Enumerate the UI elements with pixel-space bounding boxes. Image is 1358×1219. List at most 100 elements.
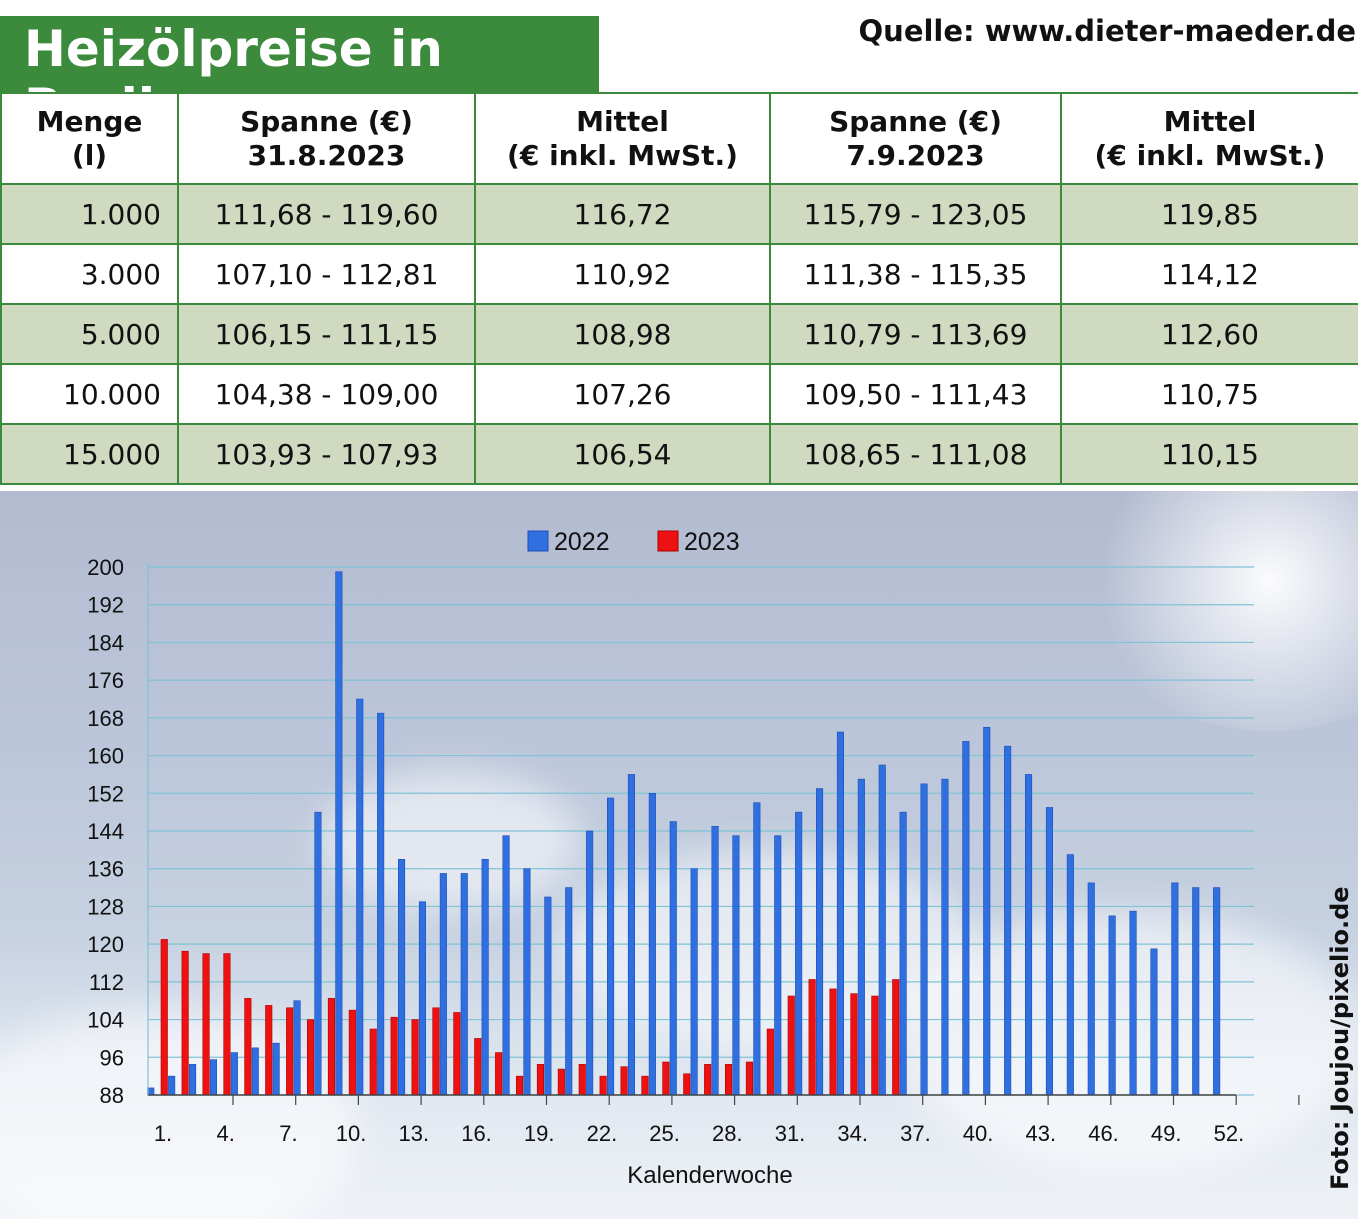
bar-2022-week-29: [732, 835, 740, 1096]
bar-2022-week-46: [1087, 882, 1095, 1096]
bar-2023-week-34: [850, 993, 858, 1096]
bar-2022-week-11: [356, 698, 364, 1096]
bar-2023-week-21: [578, 1064, 586, 1096]
header-range-2: Spanne (€) 7.9.2023: [769, 92, 1062, 185]
x-tick-label: 40.: [963, 1121, 994, 1146]
cell-quantity: 10.000: [0, 363, 179, 425]
x-tick-label: 19.: [524, 1121, 555, 1146]
cell-quantity: 15.000: [0, 423, 179, 485]
bar-2022-week-47: [1108, 915, 1116, 1096]
cell-mean-1: 107,26: [474, 363, 771, 425]
cell-mean-2: 119,85: [1060, 183, 1358, 245]
legend-label-2023: 2023: [684, 528, 740, 556]
bar-2023-week-26: [683, 1073, 691, 1096]
bar-2022-week-13: [397, 858, 406, 1096]
bar-2022-week-49: [1150, 948, 1158, 1096]
x-tick-label: 1.: [154, 1121, 172, 1146]
x-tick-label: 52.: [1214, 1121, 1245, 1146]
y-tick-label: 120: [87, 932, 124, 957]
bar-2023-week-12: [390, 1016, 398, 1096]
bar-2022-week-26: [669, 821, 677, 1096]
x-tick-label: 37.: [900, 1121, 931, 1146]
x-tick-label: 46.: [1088, 1121, 1119, 1146]
y-tick-label: 184: [87, 630, 124, 655]
x-tick-label: 28.: [712, 1121, 743, 1146]
cell-range-2: 110,79 - 113,69: [769, 303, 1062, 365]
bar-2022-week-15: [439, 873, 447, 1096]
bar-2022-week-21: [565, 887, 573, 1096]
y-tick-label: 168: [87, 706, 124, 731]
bar-2023-week-2: [181, 950, 189, 1096]
bar-2023-week-32: [808, 979, 816, 1096]
cell-mean-1: 106,54: [474, 423, 771, 485]
bar-2022-week-51: [1192, 887, 1200, 1096]
bar-2022-week-43: [1025, 774, 1033, 1096]
bar-2022-week-27: [690, 868, 698, 1096]
bar-2022-week-35: [857, 778, 865, 1096]
cell-range-2: 109,50 - 111,43: [769, 363, 1062, 425]
bar-2022-week-41: [983, 726, 991, 1096]
bar-2022-week-24: [627, 774, 636, 1096]
table-header-row: Menge (l) Spanne (€) 31.8.2023 Mittel (€ in…: [0, 92, 1358, 185]
cell-range-1: 103,93 - 107,93: [177, 423, 476, 485]
x-tick-label: 31.: [775, 1121, 806, 1146]
cloud-shape: [320, 771, 580, 911]
cell-quantity: 5.000: [0, 303, 179, 365]
bar-2022-week-6: [251, 1047, 259, 1096]
bar-2023-week-24: [641, 1075, 649, 1096]
bar-2022-week-33: [815, 788, 824, 1096]
bar-2023-week-27: [704, 1064, 712, 1096]
bar-2022-week-38: [920, 783, 928, 1096]
bar-2022-week-4: [209, 1059, 217, 1096]
bar-2022-week-45: [1066, 854, 1074, 1096]
cell-mean-2: 110,15: [1060, 423, 1358, 485]
cell-quantity: 3.000: [0, 243, 179, 305]
bar-2022-week-19: [523, 868, 531, 1096]
bar-2022-week-18: [502, 835, 510, 1096]
bar-2023-week-16: [474, 1038, 482, 1096]
y-tick-label: 160: [87, 744, 124, 769]
cloud-shape: [900, 911, 1358, 1171]
bar-2022-week-3: [189, 1064, 197, 1096]
header-range-1: Spanne (€) 31.8.2023: [177, 92, 476, 185]
bar-2022-week-16: [460, 873, 468, 1096]
photo-credit: Foto: Joujou/pixelio.de: [1326, 886, 1354, 1190]
cell-mean-2: 114,12: [1060, 243, 1358, 305]
bars: [147, 571, 1221, 1096]
cell-range-2: 111,38 - 115,35: [769, 243, 1062, 305]
bar-2022-week-50: [1171, 882, 1179, 1096]
header-quantity: Menge (l): [0, 92, 179, 185]
y-tick-label: 200: [87, 555, 124, 580]
bar-2022-week-10: [335, 571, 343, 1096]
bar-2023-week-4: [223, 953, 231, 1096]
bar-2023-week-15: [453, 1012, 461, 1096]
bar-2022-week-40: [962, 741, 970, 1096]
bar-2022-week-37: [899, 811, 907, 1096]
y-tick-label: 88: [100, 1083, 124, 1108]
cell-range-1: 111,68 - 119,60: [177, 183, 476, 245]
legend: 2022 2023: [527, 528, 740, 556]
bar-2023-week-3: [202, 953, 210, 1096]
table-row: 15.000 103,93 - 107,93 106,54 108,65 - 1…: [0, 423, 1358, 485]
bar-2023-week-9: [327, 998, 336, 1096]
bar-2022-week-12: [377, 712, 385, 1096]
bar-2023-week-28: [724, 1064, 733, 1096]
y-tick-label: 136: [87, 857, 124, 882]
bar-2022-week-39: [941, 778, 949, 1096]
bar-2022-week-34: [836, 731, 845, 1096]
bar-2022-week-44: [1045, 807, 1053, 1096]
legend-swatch-2023: [657, 530, 679, 552]
bar-2023-week-35: [871, 995, 879, 1096]
table-row: 5.000 106,15 - 111,15 108,98 110,79 - 11…: [0, 303, 1358, 365]
axes: 88 96 104 112 120 128 136 144 152 160 168 176 184 192…: [87, 555, 1300, 1189]
bar-2023-week-29: [745, 1061, 754, 1096]
x-tick-label: 25.: [649, 1121, 680, 1146]
bar-2022-week-30: [753, 802, 761, 1096]
y-tick-label: 176: [87, 668, 124, 693]
bar-2022-week-2: [168, 1075, 176, 1096]
x-tick-label: 22.: [587, 1121, 618, 1146]
y-tick-label: 104: [87, 1008, 124, 1033]
bar-2022-week-52: [1213, 887, 1221, 1096]
cell-range-1: 107,10 - 112,81: [177, 243, 476, 305]
bar-2022-week-48: [1129, 910, 1137, 1096]
